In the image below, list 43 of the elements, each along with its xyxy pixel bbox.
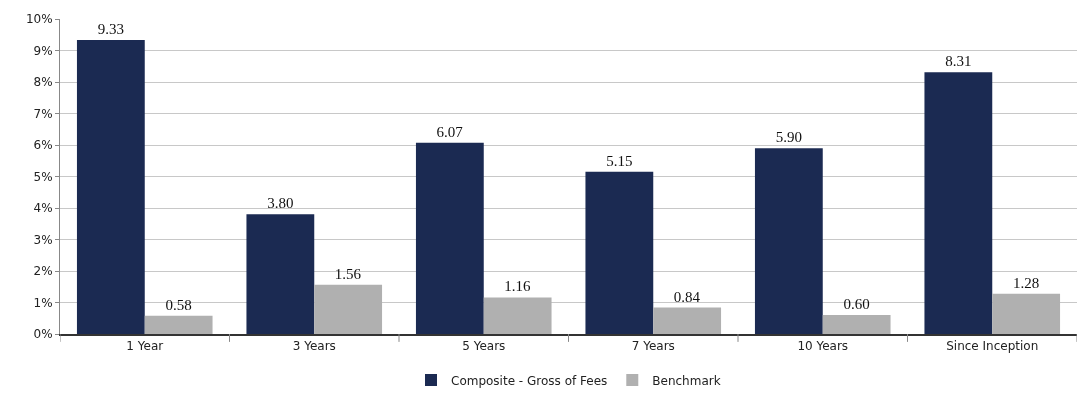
bar (144, 315, 213, 334)
bar (585, 171, 654, 334)
y-tick-label: 2% (33, 264, 53, 279)
legend-label: Benchmark (652, 373, 721, 388)
bar (314, 284, 383, 334)
data-label: 1.56 (334, 265, 362, 282)
y-tick-label: 4% (33, 201, 53, 216)
y-tick-label: 6% (33, 138, 53, 153)
bar (992, 293, 1061, 334)
data-label: 1.28 (1013, 274, 1040, 291)
y-tick-label: 0% (33, 327, 53, 342)
y-tick-label: 3% (33, 232, 53, 247)
bar (415, 142, 484, 334)
x-tick-label: 5 Years (462, 339, 506, 354)
bar (754, 148, 823, 334)
bar (924, 72, 993, 334)
x-tick-label: 10 Years (797, 339, 849, 354)
data-label: 0.60 (843, 296, 870, 313)
data-label: 5.90 (775, 129, 802, 146)
data-label: 9.33 (97, 21, 124, 38)
data-label: 3.80 (267, 195, 294, 212)
legend-label: Composite - Gross of Fees (451, 373, 608, 388)
bar (246, 214, 315, 334)
x-tick-label: 1 Year (126, 339, 164, 354)
data-label: 8.31 (945, 53, 972, 70)
data-label: 5.15 (606, 152, 633, 169)
bar (76, 40, 145, 334)
y-tick-label: 9% (33, 43, 53, 58)
data-label: 0.58 (165, 296, 192, 313)
x-tick-label: Since Inception (946, 339, 1039, 354)
y-tick-label: 8% (33, 75, 53, 90)
data-label: 6.07 (436, 123, 464, 140)
bar (653, 307, 722, 334)
data-label: 0.84 (673, 288, 701, 305)
data-label: 1.16 (504, 278, 532, 295)
bar (483, 297, 552, 334)
bar (822, 315, 891, 334)
y-tick-label: 10% (25, 12, 53, 27)
y-tick-label: 1% (33, 295, 53, 310)
x-tick-label: 3 Years (292, 339, 336, 354)
x-tick-label: 7 Years (631, 339, 675, 354)
y-tick-label: 5% (33, 169, 53, 184)
y-tick-label: 7% (33, 106, 53, 121)
